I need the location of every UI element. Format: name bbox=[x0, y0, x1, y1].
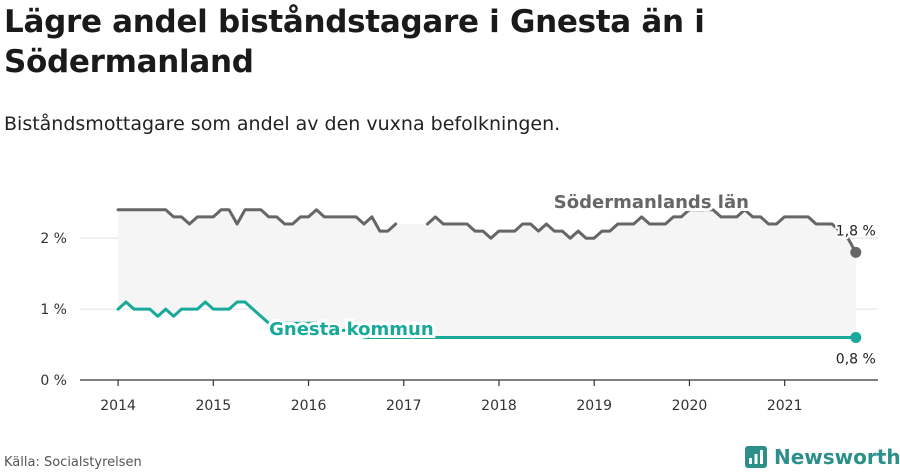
endpoint-marker-sodermanland bbox=[850, 246, 862, 258]
source-note: Källa: Socialstyrelsen bbox=[4, 455, 142, 470]
x-tick-label: 2015 bbox=[195, 398, 231, 414]
x-tick-label: 2018 bbox=[481, 398, 517, 414]
brand-name: Newsworthy bbox=[774, 445, 900, 469]
x-tick-label: 2020 bbox=[672, 398, 708, 414]
chart-subtitle: Biståndsmottagare som andel av den vuxna… bbox=[4, 113, 561, 135]
bar-chart-logo-icon bbox=[745, 446, 767, 468]
chart-title: Lägre andel biståndstagare i Gnesta än i… bbox=[4, 4, 705, 80]
y-tick-label: 1 % bbox=[40, 302, 67, 318]
line-chart: 0 % 1 % 2 % 2014 2015 2016 2017 2018 2019 2020 202… bbox=[40, 192, 878, 414]
y-tick-label: 0 % bbox=[40, 373, 67, 389]
series-shade-band bbox=[118, 209, 856, 338]
brand-logo: Newsworthy bbox=[745, 442, 900, 472]
x-tick-label: 2019 bbox=[576, 398, 612, 414]
y-tick-label: 2 % bbox=[40, 231, 67, 247]
endpoint-marker-gnesta bbox=[850, 331, 862, 343]
end-label-sodermanland: 1,8 % bbox=[836, 223, 876, 239]
x-tick-label: 2016 bbox=[291, 398, 327, 414]
x-tick-label: 2021 bbox=[767, 398, 803, 414]
series-line-sodermanland bbox=[116, 208, 858, 254]
x-tick-label: 2017 bbox=[386, 398, 422, 414]
end-label-gnesta: 0,8 % bbox=[836, 351, 876, 367]
series-label-sodermanland: Södermanlands län bbox=[554, 192, 749, 213]
series-line-gnesta bbox=[116, 300, 858, 339]
series-label-gnesta: Gnesta kommun bbox=[269, 319, 434, 340]
x-tick-label: 2014 bbox=[100, 398, 136, 414]
